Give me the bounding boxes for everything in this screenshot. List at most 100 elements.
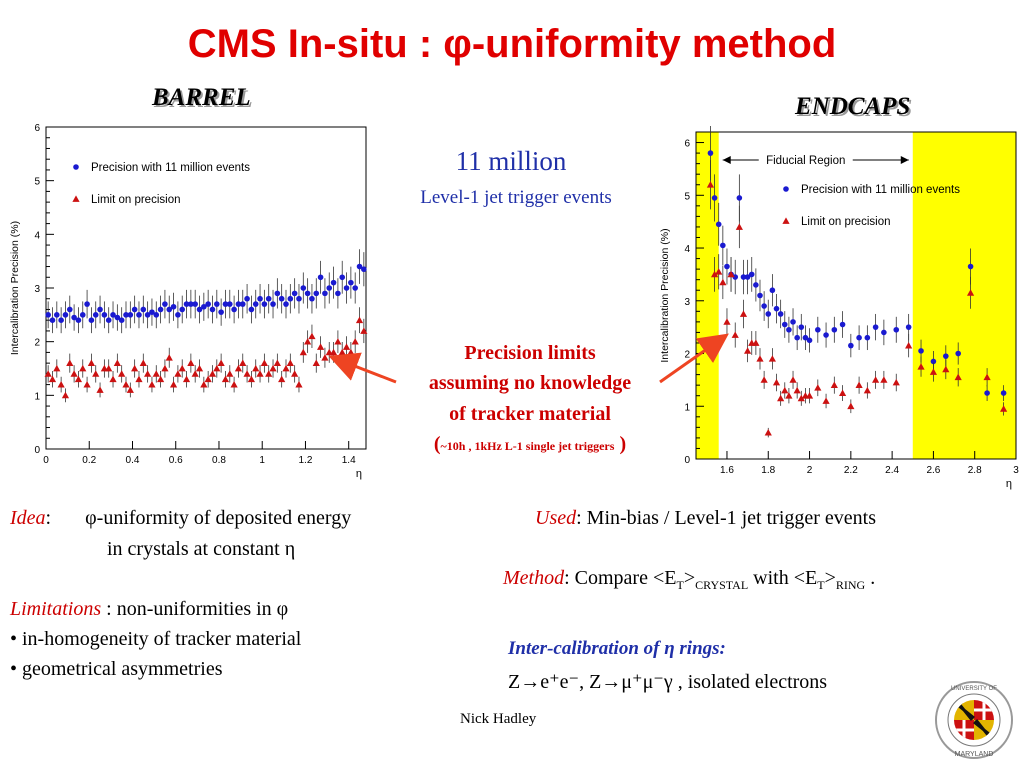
barrel-point-limit <box>226 370 234 377</box>
barrel-point-limit <box>269 364 277 372</box>
barrel-point-limit <box>247 375 256 383</box>
endcap-point-precision <box>786 326 792 333</box>
endcap-point-limit <box>892 378 900 386</box>
barrel-point-precision <box>49 317 56 323</box>
endcap-xtick-label: 1.8 <box>761 465 775 476</box>
idea-text-1: φ-uniformity of deposited energy <box>85 507 352 529</box>
barrel-point-limit <box>295 381 303 388</box>
university-seal-logo: UNIVERSITY OF MARYLAND <box>935 681 1013 759</box>
barrel-point-precision <box>257 295 263 302</box>
barrel-point-limit <box>187 359 195 367</box>
barrel-point-precision <box>201 303 207 310</box>
barrel-point-precision <box>261 301 268 307</box>
barrel-point-limit <box>92 370 100 377</box>
barrel-xtick-label: 1 <box>259 455 265 466</box>
endcap-point-limit <box>735 223 743 230</box>
barrel-point-precision <box>75 317 82 323</box>
endcap-point-limit <box>966 289 975 296</box>
endcap-xtick-label: 1.6 <box>720 465 734 476</box>
barrel-point-limit <box>135 375 143 383</box>
endcap-point-precision <box>1000 390 1007 396</box>
barrel-point-limit <box>256 370 264 377</box>
endcap-point-precision <box>724 263 730 270</box>
barrel-legend-marker <box>73 164 79 170</box>
barrel-ytick-label: 3 <box>34 284 40 295</box>
endcap-legend-label: Limit on precision <box>801 216 890 228</box>
barrel-point-precision <box>175 312 181 318</box>
barrel-point-limit <box>182 375 191 383</box>
author-name: Nick Hadley <box>460 711 537 727</box>
barrel-point-limit <box>312 359 320 367</box>
idea-colon: : <box>45 507 52 529</box>
barrel-point-limit <box>351 338 359 345</box>
barrel-xtick-label: 0.6 <box>169 455 183 466</box>
endcap-point-limit <box>905 342 913 349</box>
barrel-point-limit <box>57 381 65 388</box>
endcap-point-limit <box>793 386 801 394</box>
barrel-point-limit <box>282 364 290 372</box>
endcap-point-precision <box>790 319 796 325</box>
endcap-point-limit <box>772 378 781 386</box>
limitations-bullet-2: • geometrical asymmetries <box>10 658 223 680</box>
barrel-xtick-label: 1.2 <box>299 455 313 466</box>
barrel-point-precision <box>136 312 142 318</box>
barrel-label: BARREL <box>152 84 251 111</box>
barrel-point-limit <box>334 338 342 345</box>
endcap-point-precision <box>930 358 937 365</box>
endcap-point-limit <box>744 347 752 354</box>
barrel-point-limit <box>152 370 160 377</box>
callout-line-3: of tracker material <box>449 403 611 425</box>
endcap-point-limit <box>797 394 805 402</box>
endcap-point-precision <box>806 337 813 344</box>
barrel-point-precision <box>322 290 328 297</box>
barrel-point-limit <box>87 359 96 367</box>
barrel-point-limit <box>169 381 178 388</box>
barrel-legend: Precision with 11 million events Limit on… <box>72 162 250 206</box>
barrel-point-limit <box>156 375 165 383</box>
callout-line-1: Precision limits <box>464 342 596 364</box>
barrel-point-limit <box>113 359 121 367</box>
barrel-point-limit <box>234 364 243 372</box>
endcap-ytick-label: 5 <box>684 191 690 202</box>
endcap-point-precision <box>839 321 846 328</box>
barrel-ytick-label: 1 <box>34 391 40 402</box>
barrel-point-limit <box>213 364 221 372</box>
barrel-point-precision <box>231 306 237 313</box>
method-key: Method <box>503 567 565 589</box>
barrel-point-precision <box>296 295 302 302</box>
barrel-ytick-label: 6 <box>34 123 40 134</box>
endcap-point-precision <box>740 274 747 280</box>
barrel-legend-marker <box>72 195 80 202</box>
endcap-shade-left <box>696 132 719 459</box>
endcap-marks <box>706 125 1008 438</box>
barrel-point-precision <box>356 263 363 270</box>
barrel-point-precision <box>244 295 250 302</box>
endcap-point-precision <box>736 195 743 201</box>
barrel-point-limit <box>273 359 281 367</box>
barrel-point-limit <box>208 370 217 377</box>
barrel-point-precision <box>196 306 203 313</box>
barrel-chart: 0 1 2 3 4 5 6 0 0.2 0.4 0.6 0.8 1 1.2 1.4 Intercalibrat… <box>9 123 368 480</box>
barrel-point-limit <box>126 386 134 393</box>
barrel-point-precision <box>45 312 51 318</box>
idea-text-2: in crystals at constant η <box>107 538 296 560</box>
used-line: Used: Min-bias / Level-1 jet trigger eve… <box>535 507 876 530</box>
endcap-point-precision <box>761 303 767 309</box>
endcap-point-limit <box>768 355 776 362</box>
endcap-point-limit <box>830 381 838 389</box>
barrel-point-limit <box>316 343 325 350</box>
endcap-point-limit <box>1000 405 1008 412</box>
barrel-point-precision <box>330 279 337 286</box>
barrel-ylabel: Intercalibration Precision (%) <box>9 221 21 355</box>
barrel-point-limit <box>148 381 156 388</box>
barrel-point-limit <box>105 364 113 372</box>
barrel-point-limit <box>144 370 152 377</box>
barrel-point-precision <box>274 290 281 297</box>
barrel-point-limit <box>83 381 91 388</box>
barrel-point-precision <box>58 317 64 323</box>
barrel-point-limit <box>200 381 208 388</box>
barrel-xlabel: η <box>356 468 362 480</box>
endcap-point-limit <box>764 429 772 436</box>
barrel-point-precision <box>304 290 311 297</box>
